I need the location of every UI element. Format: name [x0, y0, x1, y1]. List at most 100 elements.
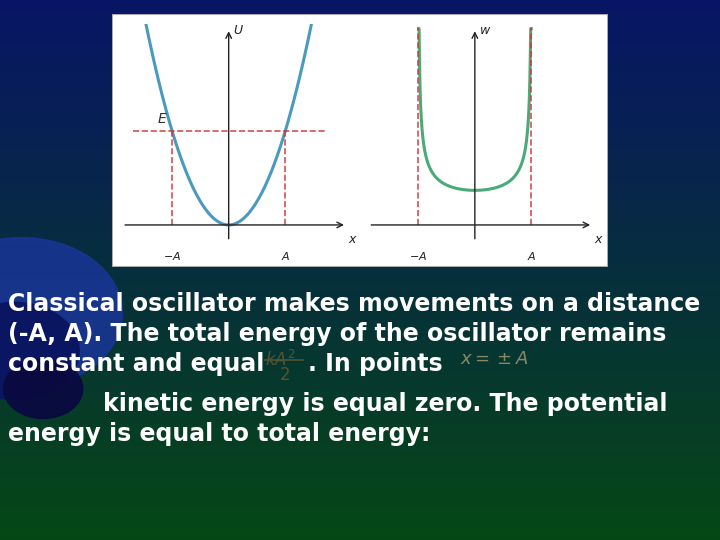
- Bar: [0, 408, 720, 410]
- Bar: [0, 364, 720, 367]
- Bar: [0, 81, 720, 84]
- Bar: [0, 197, 720, 200]
- Bar: [0, 335, 720, 338]
- Bar: [0, 367, 720, 370]
- Bar: [0, 292, 720, 294]
- Bar: [0, 275, 720, 278]
- Bar: [0, 481, 720, 483]
- Bar: [0, 370, 720, 373]
- Bar: [0, 456, 720, 459]
- Text: Classical oscillator makes movements on a distance: Classical oscillator makes movements on …: [8, 292, 701, 316]
- Bar: [0, 11, 720, 14]
- Bar: [0, 246, 720, 248]
- Circle shape: [0, 302, 79, 400]
- Bar: [0, 529, 720, 532]
- Bar: [0, 132, 720, 135]
- Bar: [0, 238, 720, 240]
- Bar: [0, 240, 720, 243]
- Bar: [0, 410, 720, 413]
- Bar: [0, 181, 720, 184]
- Bar: [0, 427, 720, 429]
- Bar: [0, 116, 720, 119]
- Bar: [0, 22, 720, 24]
- Bar: [0, 232, 720, 235]
- Bar: [0, 294, 720, 297]
- Bar: [0, 89, 720, 92]
- Text: $U$: $U$: [233, 24, 243, 37]
- Bar: [0, 526, 720, 529]
- Bar: [0, 521, 720, 524]
- Bar: [0, 284, 720, 286]
- Bar: [0, 510, 720, 513]
- Bar: [0, 300, 720, 302]
- Bar: [0, 362, 720, 364]
- Bar: [0, 278, 720, 281]
- Bar: [0, 211, 720, 213]
- Bar: [0, 108, 720, 111]
- Bar: [0, 435, 720, 437]
- Bar: [0, 338, 720, 340]
- Bar: [0, 394, 720, 397]
- Bar: [0, 92, 720, 94]
- Bar: [0, 270, 720, 273]
- Bar: [0, 497, 720, 500]
- Bar: [0, 192, 720, 194]
- Bar: [0, 416, 720, 418]
- Bar: [0, 46, 720, 49]
- Bar: [0, 508, 720, 510]
- Bar: [0, 184, 720, 186]
- Bar: [0, 448, 720, 451]
- Bar: [0, 392, 720, 394]
- Bar: [0, 486, 720, 489]
- Bar: [0, 19, 720, 22]
- Bar: [0, 127, 720, 130]
- Bar: [0, 130, 720, 132]
- Bar: [0, 381, 720, 383]
- Bar: [0, 138, 720, 140]
- Bar: [0, 356, 720, 359]
- Bar: [0, 305, 720, 308]
- Bar: [0, 111, 720, 113]
- Bar: [0, 443, 720, 445]
- Bar: [0, 354, 720, 356]
- Bar: [0, 346, 720, 348]
- Bar: [0, 348, 720, 351]
- Bar: [0, 49, 720, 51]
- Bar: [0, 418, 720, 421]
- Bar: [0, 429, 720, 432]
- Bar: [0, 273, 720, 275]
- Bar: [0, 308, 720, 310]
- Bar: [0, 235, 720, 238]
- Text: energy is equal to total energy:: energy is equal to total energy:: [8, 422, 431, 446]
- Circle shape: [0, 238, 122, 389]
- Bar: [0, 76, 720, 78]
- Bar: [0, 251, 720, 254]
- Bar: [0, 135, 720, 138]
- Bar: [0, 343, 720, 346]
- Bar: [0, 397, 720, 400]
- Bar: [0, 516, 720, 518]
- Bar: [0, 329, 720, 332]
- Bar: [0, 256, 720, 259]
- Bar: [0, 467, 720, 470]
- Bar: [0, 389, 720, 392]
- Bar: [0, 14, 720, 16]
- Text: $x = \pm A$: $x = \pm A$: [460, 350, 528, 368]
- Bar: [0, 94, 720, 97]
- Bar: [0, 254, 720, 256]
- Text: $w$: $w$: [479, 24, 491, 37]
- Bar: [0, 27, 720, 30]
- Bar: [0, 38, 720, 40]
- Bar: [0, 489, 720, 491]
- Bar: [0, 475, 720, 478]
- Bar: [0, 162, 720, 165]
- Bar: [0, 319, 720, 321]
- Bar: [0, 359, 720, 362]
- Bar: [0, 57, 720, 59]
- Bar: [0, 483, 720, 486]
- Bar: [0, 62, 720, 65]
- Bar: [0, 500, 720, 502]
- Bar: [0, 424, 720, 427]
- Bar: [0, 400, 720, 402]
- Bar: [0, 413, 720, 416]
